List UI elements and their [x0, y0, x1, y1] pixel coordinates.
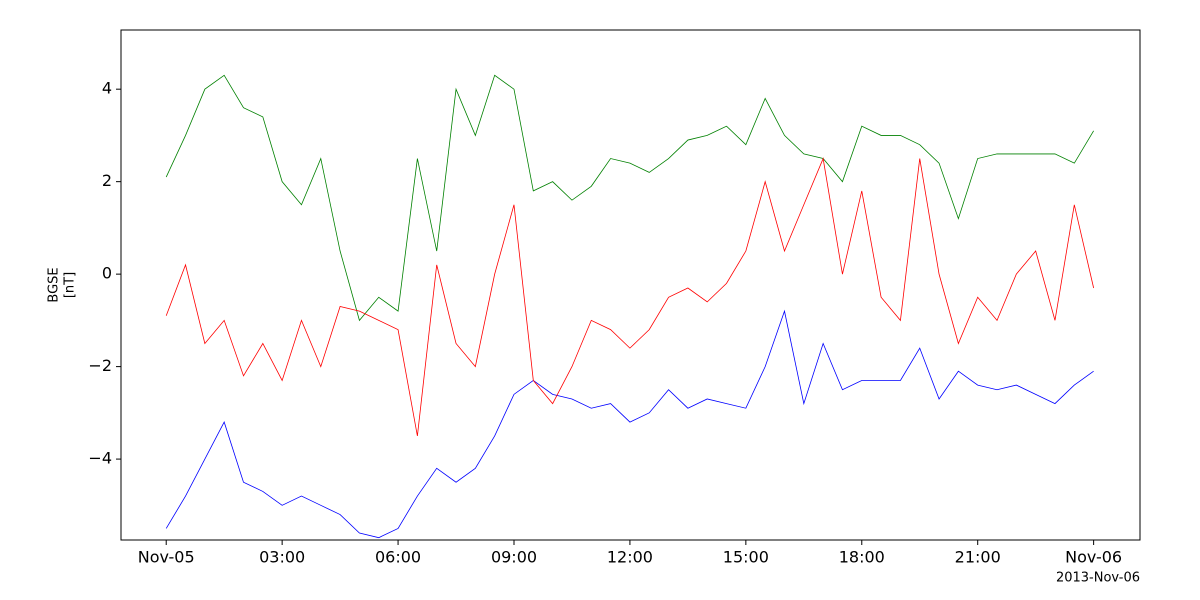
y-tick-label: 2 [102, 171, 112, 190]
y-tick-label: −4 [88, 449, 112, 468]
x-tick-label: Nov-05 [138, 548, 195, 567]
y-tick-label: −2 [88, 356, 112, 375]
x-tick-label: 12:00 [607, 548, 653, 567]
x-tick-label: 21:00 [955, 548, 1001, 567]
y-label-line: [nT] [63, 272, 78, 298]
x-tick-label: 06:00 [375, 548, 421, 567]
x-tick-label: 03:00 [259, 548, 305, 567]
x-tick-label: 18:00 [839, 548, 885, 567]
y-label-line: BGSE [47, 267, 62, 302]
data-line [165, 74, 1094, 322]
data-line [165, 157, 1095, 437]
plot-frame [120, 29, 1141, 541]
x-tick-label: 15:00 [723, 548, 769, 567]
x-tick-label: Nov-06 [1065, 548, 1122, 567]
y-tick-label: 4 [102, 79, 112, 98]
y-axis-label: BGSE [nT] [47, 267, 78, 302]
x-offset-label: 2013-Nov-06 [1056, 571, 1140, 586]
data-line [165, 309, 1094, 539]
y-tick-label: 0 [102, 264, 112, 283]
x-tick-label: 09:00 [491, 548, 537, 567]
